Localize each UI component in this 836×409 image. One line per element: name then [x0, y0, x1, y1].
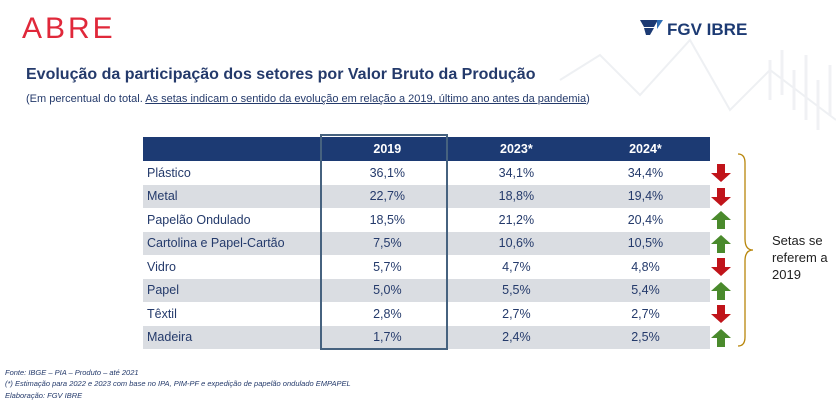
- header-sector: [143, 137, 323, 161]
- value-2019: 36,1%: [369, 165, 406, 180]
- table-row: Metal 22,7% 18,8% 19,4%: [143, 184, 710, 208]
- column-2019-highlight: [320, 134, 448, 350]
- value-2023: 5,5%: [451, 278, 581, 302]
- value-2019: 7,5%: [322, 231, 452, 255]
- header-2023: 2023*: [451, 137, 581, 161]
- table-row: Madeira 1,7% 2,4% 2,5%: [143, 325, 710, 349]
- footer-estimate: (*) Estimação para 2022 e 2023 com base …: [5, 379, 351, 388]
- value-2024: 19,4%: [580, 184, 710, 208]
- table-row: Papel 5,0% 5,5% 5,4%: [143, 278, 710, 302]
- subtitle-suffix: ): [586, 93, 590, 105]
- sector-name: Papelão Ondulado: [147, 212, 251, 227]
- arrow-up-icon: [711, 282, 731, 300]
- table-row: Têxtil 2,8% 2,7% 2,7%: [143, 302, 710, 326]
- value-2023: 34,1%: [498, 165, 535, 180]
- arrow-up-icon: [711, 235, 731, 253]
- value-2024: 34,4%: [627, 165, 664, 180]
- svg-text:ABRE: ABRE: [22, 12, 116, 44]
- table-row: Vidro 5,7% 4,7% 4,8%: [143, 255, 710, 279]
- table-row: Cartolina e Papel-Cartão 7,5% 10,6% 10,5…: [143, 231, 710, 255]
- value-2019: 5,7%: [373, 259, 402, 274]
- footer-author: Elaboração: FGV IBRE: [5, 391, 83, 400]
- arrow-up-icon: [711, 329, 731, 347]
- value-2023: 10,6%: [451, 231, 581, 255]
- value-2024: 10,5%: [580, 231, 710, 255]
- value-2024: 20,4%: [627, 212, 664, 227]
- header-2019: 2019: [322, 137, 452, 161]
- subtitle-underlined: As setas indicam o sentido da evolução e…: [145, 93, 587, 105]
- value-2023: 2,4%: [451, 325, 581, 349]
- arrow-down-icon: [711, 305, 731, 323]
- value-2019: 18,5%: [369, 212, 406, 227]
- sector-name: Cartolina e Papel-Cartão: [143, 231, 323, 255]
- right-brace: [737, 153, 754, 347]
- table-row: Papelão Ondulado 18,5% 21,2% 20,4%: [143, 208, 710, 232]
- footer-source: Fonte: IBGE – PIA – Produto – até 2021: [5, 368, 139, 377]
- value-2019: 5,0%: [322, 278, 452, 302]
- value-2024: 5,4%: [580, 278, 710, 302]
- abre-logo: ABRE: [22, 12, 116, 44]
- value-2023: 21,2%: [498, 212, 535, 227]
- value-2024: 2,5%: [580, 325, 710, 349]
- value-2023: 4,7%: [502, 259, 531, 274]
- header-2024: 2024*: [580, 137, 710, 161]
- sector-name: Madeira: [143, 325, 323, 349]
- sector-name: Metal: [143, 184, 323, 208]
- page-title: Evolução da participação dos setores por…: [26, 66, 536, 83]
- sector-table: 2019 2023* 2024* Plástico 36,1% 34,1% 34…: [143, 137, 710, 349]
- value-2019: 2,8%: [373, 306, 402, 321]
- value-2024: 2,7%: [631, 306, 660, 321]
- value-2023: 18,8%: [451, 184, 581, 208]
- table-row: Plástico 36,1% 34,1% 34,4%: [143, 161, 710, 185]
- value-2023: 2,7%: [502, 306, 531, 321]
- value-2019: 22,7%: [322, 184, 452, 208]
- arrow-down-icon: [711, 258, 731, 276]
- arrow-down-icon: [711, 164, 731, 182]
- fgv-ibre-logo: FGV IBRE: [640, 17, 772, 44]
- subtitle-prefix: (Em percentual do total.: [26, 93, 146, 105]
- arrow-up-icon: [711, 211, 731, 229]
- arrow-down-icon: [711, 188, 731, 206]
- sector-name: Plástico: [147, 165, 191, 180]
- arrow-note: Setas se referem a 2019: [772, 233, 828, 282]
- sector-name: Têxtil: [147, 306, 177, 321]
- sector-name: Vidro: [147, 259, 176, 274]
- table-header-row: 2019 2023* 2024*: [143, 137, 710, 161]
- svg-text:FGV IBRE: FGV IBRE: [667, 20, 747, 39]
- value-2024: 4,8%: [631, 259, 660, 274]
- value-2019: 1,7%: [322, 325, 452, 349]
- page-subtitle: (Em percentual do total. As setas indica…: [26, 93, 590, 105]
- sector-name: Papel: [143, 278, 323, 302]
